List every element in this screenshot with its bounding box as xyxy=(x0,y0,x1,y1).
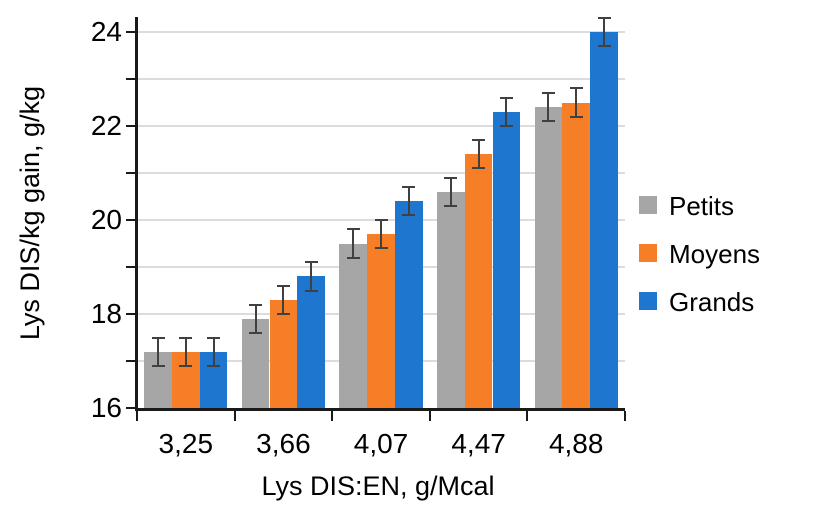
x-category-label: 4,88 xyxy=(548,428,604,459)
bar-moyens xyxy=(269,299,298,408)
error-bar-line xyxy=(254,304,257,333)
error-bar-cap xyxy=(346,228,360,231)
gridline xyxy=(137,172,625,174)
bar-grands xyxy=(590,32,618,408)
error-bar-cap xyxy=(207,364,221,367)
x-category-label: 3,25 xyxy=(158,428,214,459)
y-axis-title: Lys DIS/kg gain, g/kg xyxy=(15,85,45,341)
error-bar-line xyxy=(603,17,605,47)
legend-swatch-moyens xyxy=(639,244,657,262)
y-tick xyxy=(126,313,135,315)
error-bar-cap xyxy=(541,92,555,95)
legend-swatch-petits xyxy=(639,196,657,214)
x-tick xyxy=(624,411,626,421)
bar-grands xyxy=(492,111,521,408)
error-bar-line xyxy=(310,262,313,291)
x-tick xyxy=(233,411,236,421)
error-bar-line xyxy=(184,337,187,366)
error-bar-line xyxy=(575,88,578,117)
legend-label-moyens: Moyens xyxy=(669,239,761,269)
error-bar-line xyxy=(157,337,159,366)
error-bar-cap xyxy=(499,96,513,99)
y-tick xyxy=(126,266,135,268)
gridline xyxy=(137,78,625,80)
error-bar-cap xyxy=(276,284,290,287)
error-bar-line xyxy=(380,220,382,249)
error-bar-line xyxy=(282,285,285,314)
y-tick xyxy=(126,407,135,409)
error-bar-line xyxy=(352,229,355,258)
error-bar-cap xyxy=(207,336,221,339)
x-category-label: 4,47 xyxy=(451,428,506,459)
legend-label-grands: Grands xyxy=(669,287,755,317)
y-tick xyxy=(126,125,135,127)
error-bar-line xyxy=(505,97,508,126)
error-bar-cap xyxy=(276,313,290,315)
x-tick xyxy=(331,411,334,421)
x-category-label: 3,66 xyxy=(256,428,311,459)
error-bar-line xyxy=(547,93,550,122)
y-tick xyxy=(126,172,135,174)
y-tick-label: 24 xyxy=(90,16,122,47)
error-bar-cap xyxy=(402,186,416,189)
error-bar-cap xyxy=(472,167,486,170)
error-bar-line xyxy=(212,337,215,366)
error-bar-cap xyxy=(374,219,388,221)
error-bar-cap xyxy=(472,139,486,142)
y-tick xyxy=(126,219,135,221)
y-tick-label: 20 xyxy=(90,204,122,235)
error-bar-cap xyxy=(249,303,263,306)
y-tick-label: 22 xyxy=(90,110,122,141)
y-tick xyxy=(126,360,135,362)
legend-swatch-grands xyxy=(639,292,657,310)
x-tick xyxy=(428,411,431,421)
x-tick xyxy=(136,411,138,421)
error-bar-cap xyxy=(179,336,193,339)
error-bar-cap xyxy=(374,247,388,250)
x-axis-line xyxy=(135,408,625,411)
error-bar-cap xyxy=(444,176,458,179)
error-bar-line xyxy=(477,140,480,169)
y-tick xyxy=(126,78,135,80)
error-bar-cap xyxy=(402,214,416,217)
error-bar-cap xyxy=(541,120,555,123)
legend-label-petits: Petits xyxy=(669,191,735,221)
y-tick-label: 16 xyxy=(90,392,122,423)
error-bar-cap xyxy=(597,16,611,19)
error-bar-cap xyxy=(597,45,611,48)
y-tick xyxy=(126,31,135,33)
error-bar-cap xyxy=(569,87,583,90)
error-bar-line xyxy=(449,177,452,206)
bar-grands xyxy=(297,276,326,408)
x-axis-title: Lys DIS:EN, g/Mcal xyxy=(261,471,495,501)
x-category-label: 4,07 xyxy=(353,428,409,459)
gridline xyxy=(137,125,625,127)
bar-petits xyxy=(436,191,465,408)
bar-petits xyxy=(339,243,368,408)
error-bar-cap xyxy=(151,336,165,339)
error-bar-cap xyxy=(444,204,458,207)
error-bar-cap xyxy=(499,125,513,127)
bar-moyens xyxy=(464,154,493,408)
error-bar-cap xyxy=(179,364,193,367)
error-bar-cap xyxy=(569,115,583,118)
bar-petits xyxy=(534,107,563,408)
error-bar-cap xyxy=(304,261,318,264)
y-tick-label: 18 xyxy=(90,298,122,329)
bar-moyens xyxy=(367,234,395,408)
error-bar-cap xyxy=(249,331,263,334)
x-tick xyxy=(526,411,529,421)
y-axis-line xyxy=(135,17,138,411)
error-bar-cap xyxy=(346,256,360,259)
error-bar-line xyxy=(407,187,410,216)
bar-grands xyxy=(394,201,423,408)
gridline xyxy=(137,31,625,33)
error-bar-cap xyxy=(151,364,165,367)
error-bar-cap xyxy=(304,289,318,292)
bar-moyens xyxy=(562,102,591,408)
